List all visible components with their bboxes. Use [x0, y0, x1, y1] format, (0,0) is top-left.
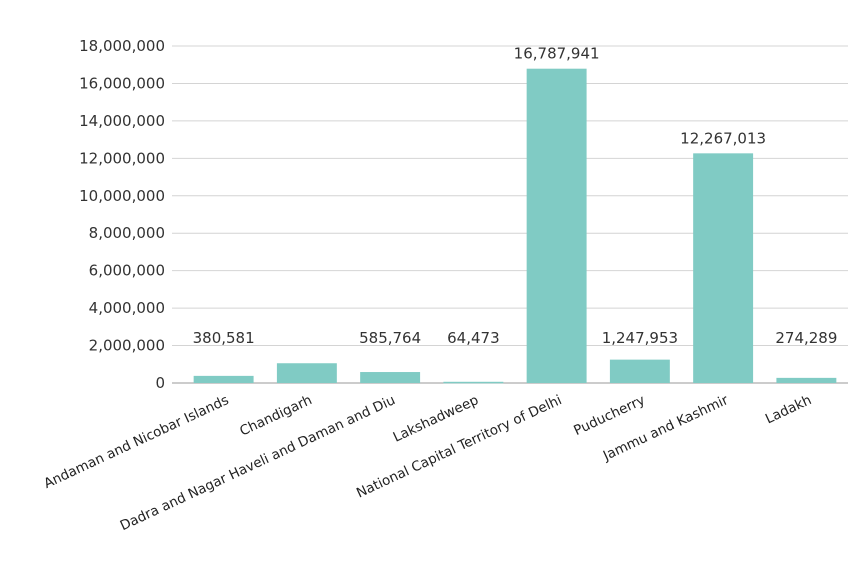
data-label: 64,473: [447, 329, 500, 347]
y-tick-label: 12,000,000: [79, 149, 165, 167]
gridlines: [172, 45, 848, 384]
bar: [276, 363, 337, 383]
data-label: 16,787,941: [514, 45, 600, 63]
y-tick-label: 10,000,000: [79, 187, 165, 205]
bar: [526, 68, 587, 383]
y-tick-label: 14,000,000: [79, 112, 165, 130]
data-label: 380,581: [193, 329, 255, 347]
data-label: 585,764: [359, 329, 421, 347]
bar: [609, 359, 670, 383]
bar: [193, 375, 254, 383]
y-tick-label: 6,000,000: [89, 262, 165, 280]
y-tick-label: 0: [155, 374, 165, 392]
bar: [693, 153, 754, 383]
data-label: 1,247,953: [602, 329, 678, 347]
data-label: 12,267,013: [680, 129, 766, 147]
bars: [193, 68, 837, 384]
x-tick-label: Ladakh: [763, 392, 814, 427]
bar: [360, 372, 421, 383]
data-labels: 380,581 585,764 64,473 16,787,941 1,247,953 1…: [193, 45, 838, 347]
data-label: 274,289: [775, 329, 837, 347]
y-tick-label: 8,000,000: [89, 224, 165, 242]
y-tick-label: 2,000,000: [89, 337, 165, 355]
y-tick-label: 4,000,000: [89, 299, 165, 317]
x-tick-label: Puducherry: [571, 392, 647, 439]
x-axis-ticks: Andaman and Nicobar Islands ChandigarhDad…: [41, 392, 814, 534]
x-tick-label: Dadra and Nagar Haveli and Daman and Diu: [118, 392, 398, 534]
bar: [443, 381, 504, 384]
bar: [776, 377, 837, 383]
y-tick-label: 18,000,000: [79, 37, 165, 55]
x-tick-label: Andaman and Nicobar Islands: [41, 392, 231, 492]
y-tick-label: 16,000,000: [79, 74, 165, 92]
y-axis-ticks: 0 2,000,000 4,000,000 6,000,000 8,000,000 10,…: [79, 37, 165, 392]
